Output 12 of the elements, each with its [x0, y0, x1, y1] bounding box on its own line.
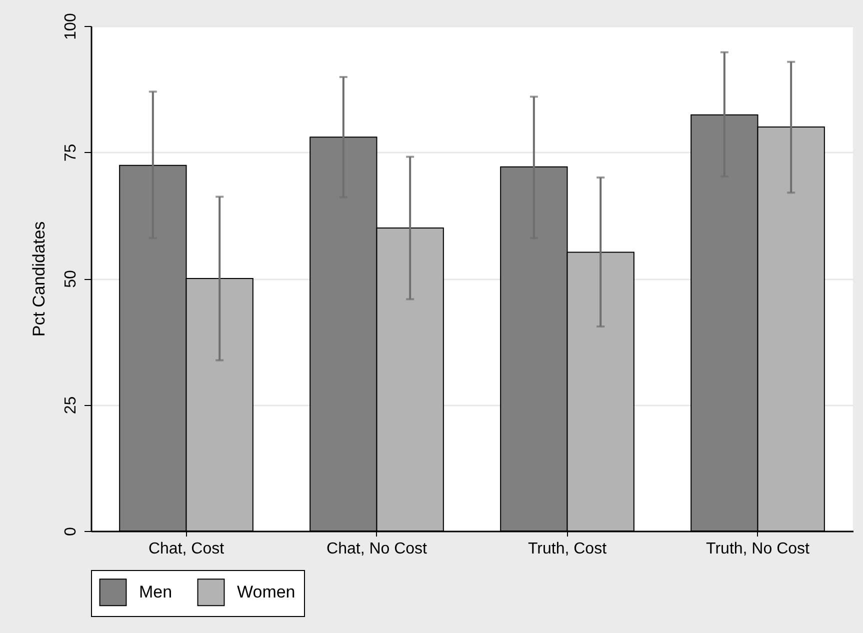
y-tick-label: 100 — [62, 13, 80, 40]
y-axis-title: Pct Candidates — [30, 221, 48, 337]
legend-label: Women — [237, 582, 296, 602]
x-tick-label: Chat, No Cost — [326, 540, 428, 558]
y-tick-label: 25 — [62, 396, 80, 414]
y-tick-label: 50 — [62, 270, 80, 288]
legend-label: Men — [139, 582, 172, 602]
x-tick-label: Truth, No Cost — [706, 540, 810, 558]
x-tick-label: Truth, Cost — [528, 540, 608, 558]
x-tick-label: Chat, Cost — [148, 540, 225, 558]
y-tick-label: 0 — [62, 526, 80, 536]
y-tick-label: 75 — [62, 144, 80, 162]
